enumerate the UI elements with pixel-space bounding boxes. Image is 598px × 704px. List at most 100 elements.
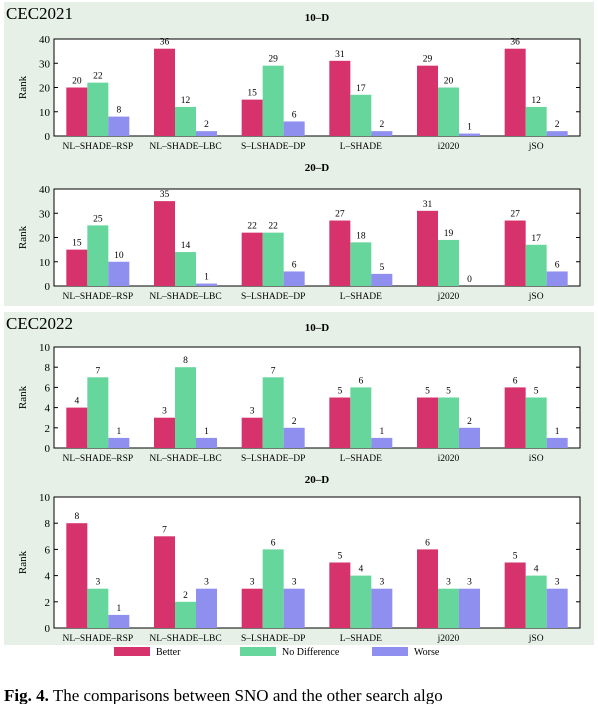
bar [66,523,88,628]
y-tick-label: 10 [39,107,51,119]
bar-value-label: 36 [160,38,170,48]
bar-value-label: 27 [335,210,345,220]
legend-swatch [114,647,150,656]
x-tick-label: L–SHADE [340,634,382,644]
bar [371,273,393,286]
bar [175,367,196,448]
y-tick-label: 2 [45,423,51,435]
bar-value-label: 2 [204,120,209,130]
bar-value-label: 8 [183,356,188,366]
bar-value-label: 4 [358,565,363,575]
y-tick-label: 6 [45,382,51,394]
bar [371,588,393,628]
bar-value-label: 3 [379,578,384,588]
bar [196,437,217,448]
bar [329,60,351,137]
bar-value-label: 15 [247,89,257,99]
x-tick-label: S–LSHADE–DP [241,454,305,464]
bar-value-label: 6 [513,376,518,386]
bar [108,116,130,136]
bar [350,242,372,286]
bar [175,106,196,136]
x-tick-label: i2020 [438,454,460,464]
bar-value-label: 12 [181,96,191,106]
bar-value-label: 3 [292,578,297,588]
bar-value-label: 2 [292,417,297,427]
bar [546,131,568,136]
x-tick-label: j2020 [437,634,460,644]
bar [283,588,305,628]
bar [438,588,459,628]
x-tick-label: NL–SHADE–RSP [62,634,133,644]
bar [283,121,305,136]
bar [350,387,372,448]
bar-value-label: 2 [467,417,472,427]
bar [504,562,526,628]
bar-value-label: 6 [271,538,276,548]
bar-value-label: 5 [379,263,384,273]
y-tick-label: 8 [45,362,51,374]
bar-value-label: 5 [446,387,451,397]
y-tick-label: 0 [45,281,51,293]
bar-value-label: 7 [95,366,100,376]
bar [66,249,88,286]
bar [350,94,372,136]
bar [241,232,263,286]
bar [504,220,526,286]
bar-value-label: 22 [247,222,257,232]
bar-value-label: 19 [444,229,454,239]
bar [87,225,109,286]
chart-title: 10–D [305,322,330,334]
bar-value-label: 7 [271,366,276,376]
y-axis-label: Rank [17,550,29,574]
y-tick-label: 40 [39,184,51,196]
bar [154,48,175,137]
y-tick-label: 0 [45,623,51,635]
bar [438,397,459,448]
bar [350,575,372,628]
bar-value-label: 29 [423,55,433,65]
bar-value-label: 22 [93,72,103,82]
bar-value-label: 5 [337,387,342,397]
section-title-cec2021: CEC2021 [6,4,74,23]
bar-value-label: 3 [250,578,255,588]
bar-value-label: 1 [116,604,121,614]
bar [87,82,109,136]
bar-value-label: 8 [74,512,79,522]
bar-value-label: 5 [513,552,518,562]
bar [417,397,438,448]
y-tick-label: 0 [45,131,51,143]
x-tick-label: j2020 [437,292,460,302]
x-tick-label: S–LSHADE–DP [241,634,305,644]
x-tick-label: NL–SHADE–LBC [149,454,221,464]
x-tick-label: i2020 [438,142,460,152]
bar [438,239,459,286]
y-tick-label: 2 [45,597,51,609]
figure-caption: Fig. 4. The comparisons between SNO and … [4,686,598,704]
bar-value-label: 1 [379,427,384,437]
bar-value-label: 2 [183,591,188,601]
caption-label: Fig. 4. [4,686,49,704]
bar-value-label: 3 [250,407,255,417]
bar [525,575,547,628]
bar-value-label: 5 [337,552,342,562]
bar-value-label: 6 [358,376,363,386]
legend-swatch [372,647,408,656]
bar [459,427,480,448]
bar-value-label: 7 [162,525,167,535]
bar-value-label: 27 [510,210,520,220]
bar-value-label: 31 [335,50,345,60]
bar [546,437,568,448]
bar-value-label: 17 [531,234,541,244]
bar-value-label: 1 [467,123,472,133]
x-tick-label: L–SHADE [340,142,382,152]
y-tick-label: 30 [39,208,51,220]
bar [283,427,305,448]
bar-value-label: 22 [268,222,278,232]
bar-value-label: 4 [74,397,79,407]
bar [417,210,438,286]
y-axis-label: Rank [17,385,29,409]
bar [504,387,526,448]
bar [108,261,130,286]
chart-title: 20–D [305,162,330,174]
